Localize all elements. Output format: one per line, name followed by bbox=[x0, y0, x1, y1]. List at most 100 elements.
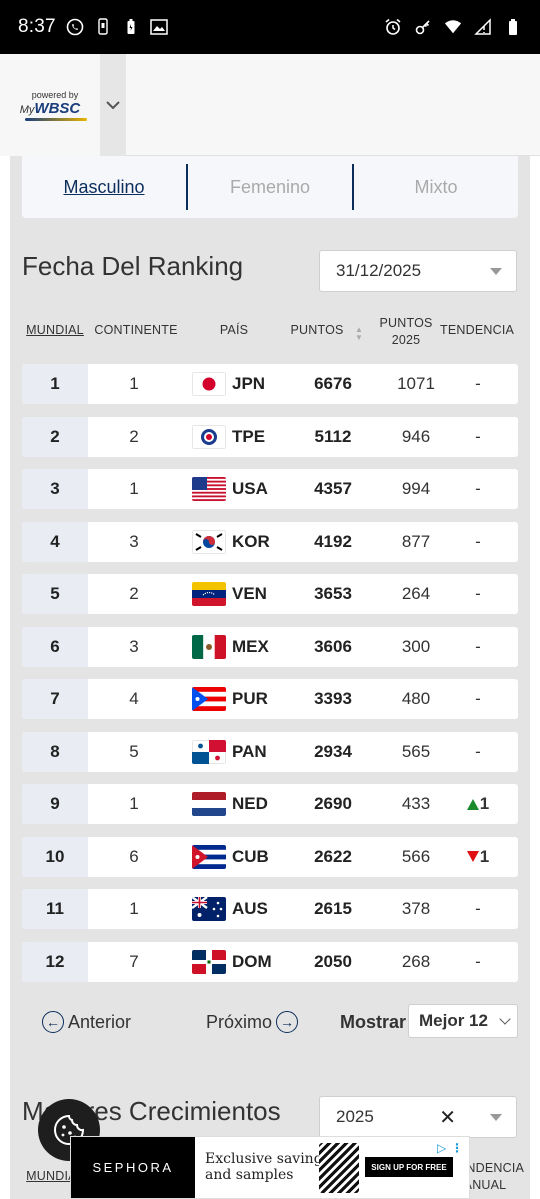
ad-choices-icon[interactable]: ▷ bbox=[437, 1141, 447, 1155]
ranking-date-title: Fecha Del Ranking bbox=[22, 251, 244, 281]
continent-rank: 1 bbox=[129, 374, 139, 393]
sort-arrows-icon[interactable]: ▲ ▼ bbox=[355, 325, 363, 342]
trend-value: - bbox=[475, 741, 481, 761]
country-cell[interactable]: PAN bbox=[192, 732, 267, 772]
country-code: CUB bbox=[232, 846, 269, 866]
site-menu-toggle[interactable] bbox=[100, 54, 126, 156]
ad-striped-bag-image bbox=[319, 1143, 359, 1193]
rankings-content: Masculino Femenino Mixto Fecha Del Ranki… bbox=[10, 156, 530, 1199]
country-cell[interactable]: AUS bbox=[192, 889, 268, 929]
trend-value: - bbox=[475, 374, 481, 393]
country-cell[interactable]: CUB bbox=[192, 837, 269, 877]
header-puntos-2025[interactable]: PUNTOS 2025 bbox=[379, 316, 433, 347]
country-cell[interactable]: VEN bbox=[192, 574, 267, 614]
table-row[interactable]: 5 2 VEN 3653 264 - bbox=[22, 574, 518, 614]
wifi-icon bbox=[444, 18, 462, 36]
table-row[interactable]: 3 1 USA 4357 994 - bbox=[22, 469, 518, 509]
country-cell[interactable]: NED bbox=[192, 784, 268, 824]
ad-body[interactable]: Exclusive savings and samples SIGN UP FOR… bbox=[195, 1137, 469, 1198]
chevron-down-icon bbox=[106, 101, 120, 110]
continent-rank: 3 bbox=[129, 636, 139, 656]
country-cell[interactable]: KOR bbox=[192, 522, 270, 562]
points: 4357 bbox=[314, 479, 352, 498]
table-row[interactable]: 2 2 TPE 5112 946 - bbox=[22, 416, 518, 457]
tab-mixto[interactable]: Mixto bbox=[352, 164, 518, 210]
mywbsc-logo[interactable]: powered by MyWBSC bbox=[0, 54, 100, 156]
world-rank: 4 bbox=[22, 521, 88, 562]
dom-flag-icon bbox=[192, 949, 226, 974]
usa-flag-icon bbox=[192, 477, 226, 501]
growth-year-value: 2025 bbox=[336, 1107, 374, 1126]
growth-header-mundial[interactable]: MUNDIAL bbox=[26, 1169, 84, 1183]
previous-button[interactable]: ← Anterior bbox=[42, 1011, 131, 1033]
site-header: powered by MyWBSC bbox=[0, 54, 540, 156]
continent-rank: 5 bbox=[129, 741, 139, 761]
table-row[interactable]: 1 1 JPN 6676 1071 - bbox=[22, 364, 518, 404]
country-code: PAN bbox=[232, 741, 267, 761]
points-2025: 480 bbox=[401, 689, 431, 708]
pur-flag-icon bbox=[192, 687, 226, 711]
table-row[interactable]: 6 3 MEX 3606 300 - bbox=[22, 626, 518, 667]
points: 3393 bbox=[314, 689, 352, 708]
country-code: JPN bbox=[232, 374, 266, 393]
continent-rank: 2 bbox=[129, 584, 139, 603]
country-cell[interactable]: DOM bbox=[192, 942, 272, 982]
status-bar: 8:37 bbox=[0, 0, 540, 54]
country-cell[interactable]: PUR bbox=[192, 679, 268, 719]
header-pais[interactable]: PAÍS bbox=[219, 323, 249, 337]
battery-saver-icon bbox=[122, 18, 140, 36]
trend-value: - bbox=[475, 531, 481, 551]
trend-cell: - bbox=[440, 889, 516, 929]
table-row[interactable]: 8 5 PAN 2934 565 - bbox=[22, 731, 518, 772]
clear-icon[interactable]: ✕ bbox=[439, 1107, 456, 1129]
header-tendencia[interactable]: TENDENCIA bbox=[440, 323, 515, 337]
gender-tabs: Masculino Femenino Mixto bbox=[22, 156, 518, 218]
header-mundial[interactable]: MUNDIAL bbox=[26, 323, 84, 337]
country-code: AUS bbox=[232, 899, 268, 918]
points: 3653 bbox=[314, 584, 352, 603]
growth-year-select[interactable]: 2025 ✕ bbox=[319, 1096, 517, 1138]
ad-banner[interactable]: SEPHORA Exclusive savings and samples SIG… bbox=[70, 1136, 470, 1199]
world-rank: 1 bbox=[22, 364, 88, 404]
trend-value: - bbox=[475, 584, 481, 603]
table-row[interactable]: 7 4 PUR 3393 480 - bbox=[22, 679, 518, 719]
trend-cell: - bbox=[440, 732, 516, 772]
world-rank: 3 bbox=[22, 469, 88, 509]
table-row[interactable]: 9 1 NED 2690 433 1 bbox=[22, 784, 518, 824]
points: 2934 bbox=[314, 741, 352, 761]
next-button[interactable]: Próximo → bbox=[206, 1011, 299, 1033]
ranking-date-select[interactable]: 31/12/2025 bbox=[319, 250, 517, 292]
ad-signup-button[interactable]: SIGN UP FOR FREE bbox=[365, 1157, 453, 1177]
country-cell[interactable]: MEX bbox=[192, 627, 269, 667]
country-code: PUR bbox=[232, 689, 268, 708]
trend-up-indicator: 1 bbox=[466, 794, 489, 814]
show-count-select[interactable]: Mejor 12 bbox=[408, 1004, 518, 1038]
country-code: KOR bbox=[232, 531, 270, 551]
country-cell[interactable]: JPN bbox=[192, 364, 265, 404]
logo-swoosh bbox=[25, 117, 87, 121]
header-puntos[interactable]: PUNTOS bbox=[290, 323, 344, 337]
ad-more-icon[interactable]: ⋮ bbox=[451, 1141, 463, 1155]
table-row[interactable]: 10 6 CUB 2622 566 1 bbox=[22, 836, 518, 877]
points: 3606 bbox=[314, 636, 352, 656]
table-row[interactable]: 12 7 DOM 2050 268 - bbox=[22, 941, 518, 982]
points: 5112 bbox=[314, 426, 352, 446]
triangle-up-icon bbox=[466, 798, 479, 810]
logo-brand-text: MyWBSC bbox=[19, 99, 81, 117]
ven-flag-icon bbox=[192, 582, 226, 606]
tab-masculino[interactable]: Masculino bbox=[63, 176, 145, 197]
show-label: Mostrar bbox=[340, 1012, 407, 1032]
header-continente[interactable]: CONTINENTE bbox=[94, 323, 178, 337]
country-cell[interactable]: TPE bbox=[192, 417, 265, 457]
world-rank: 11 bbox=[22, 889, 88, 929]
logo-powered-text: powered by bbox=[31, 89, 79, 100]
trend-cell: - bbox=[440, 417, 516, 457]
chevron-down-icon bbox=[499, 1013, 511, 1025]
table-row[interactable]: 4 3 KOR 4192 877 - bbox=[22, 521, 518, 562]
table-row[interactable]: 11 1 AUS 2615 378- bbox=[22, 889, 518, 929]
pan-flag-icon bbox=[192, 739, 226, 764]
tab-femenino[interactable]: Femenino bbox=[186, 164, 352, 210]
country-cell[interactable]: USA bbox=[192, 469, 268, 509]
ned-flag-icon bbox=[192, 792, 226, 816]
country-code: TPE bbox=[232, 426, 266, 446]
